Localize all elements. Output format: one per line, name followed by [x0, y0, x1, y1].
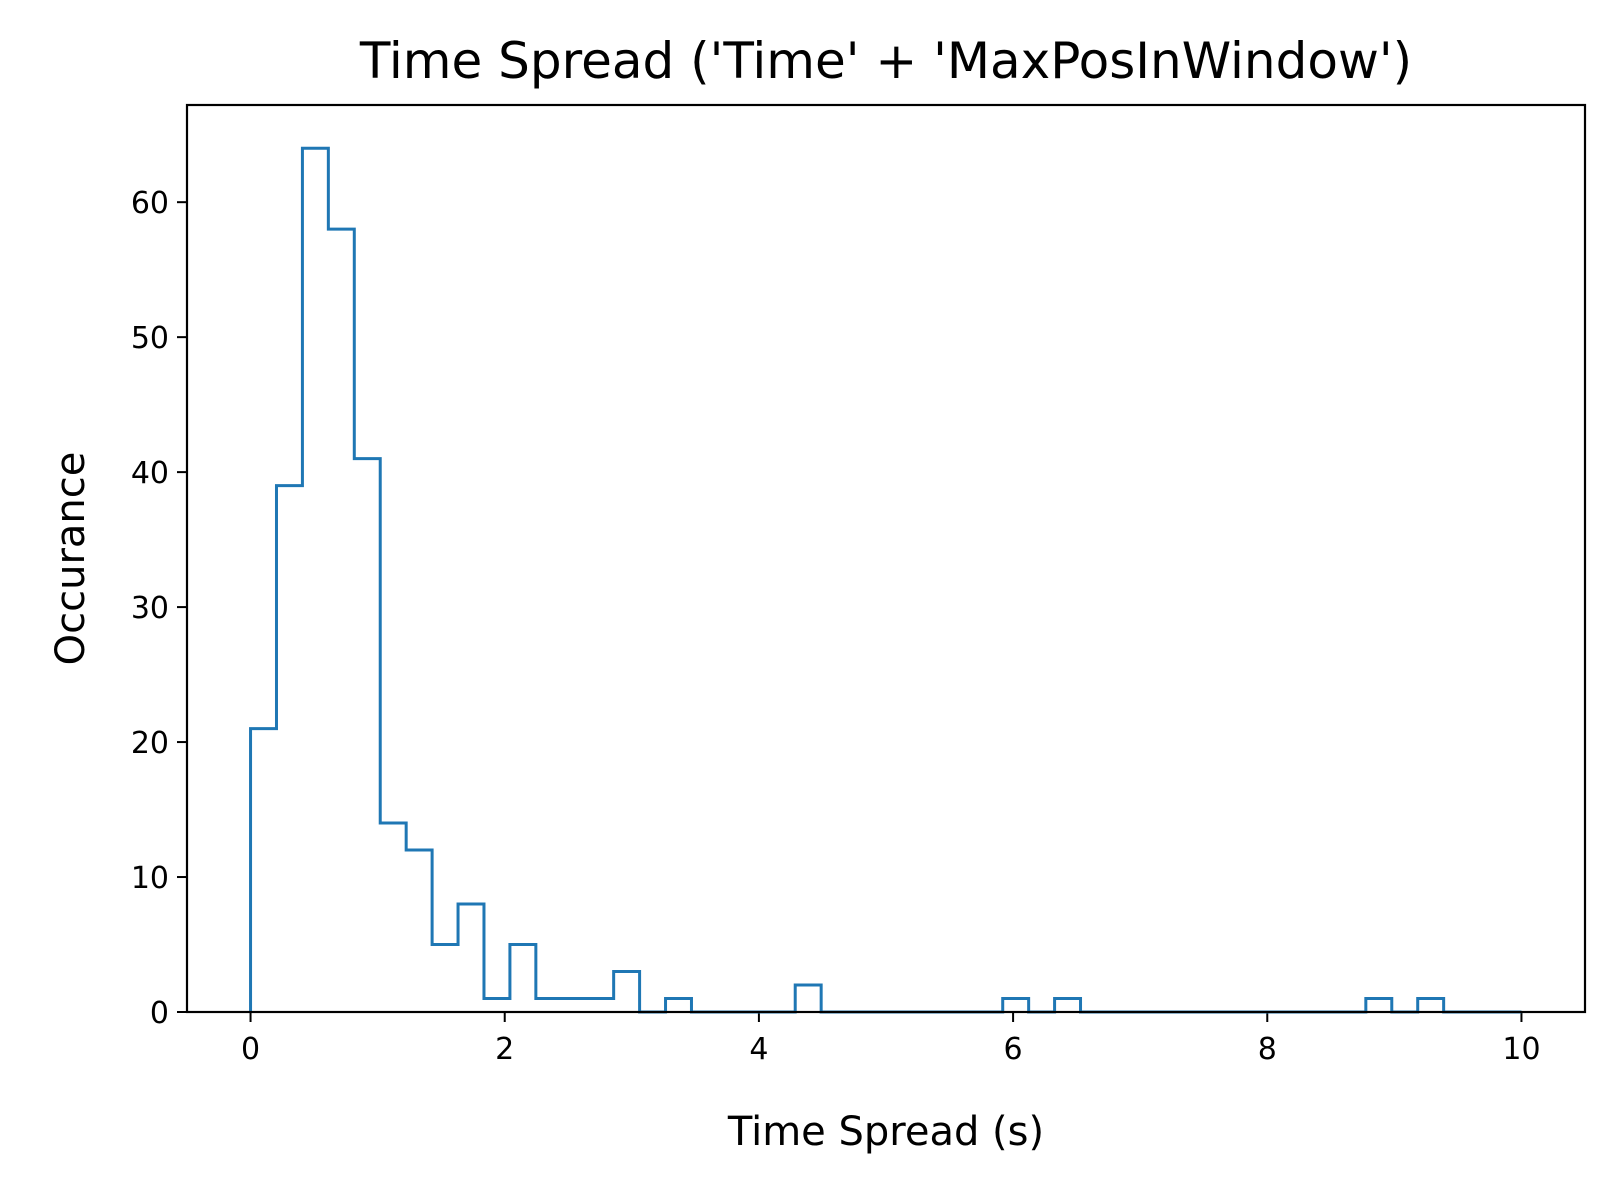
histogram-bin — [510, 945, 536, 1012]
y-tick-label: 0 — [150, 996, 169, 1031]
histogram-bin — [1418, 999, 1444, 1012]
x-axis-label: Time Spread (s) — [727, 1109, 1044, 1155]
histogram-bin — [432, 945, 458, 1012]
histogram-bin — [666, 999, 692, 1012]
x-tick-label: 8 — [1258, 1032, 1277, 1067]
chart-title: Time Spread ('Time' + 'MaxPosInWindow') — [359, 32, 1412, 90]
x-tick-label: 4 — [749, 1032, 768, 1067]
x-tick-label: 10 — [1502, 1032, 1540, 1067]
y-tick-label: 30 — [131, 591, 169, 626]
y-tick-label: 40 — [131, 456, 169, 491]
histogram-bin — [302, 148, 328, 1012]
histogram-bin — [795, 985, 821, 1012]
y-axis-label: Occurance — [48, 452, 94, 666]
histogram-bin — [458, 904, 484, 1012]
y-tick-label: 50 — [131, 321, 169, 356]
histogram-bin — [1055, 999, 1081, 1012]
plot-frame — [185, 103, 1587, 1014]
histogram-bin — [276, 486, 302, 1012]
y-tick-label: 10 — [131, 861, 169, 896]
histogram-bin — [562, 999, 588, 1012]
y-tick-label: 20 — [131, 726, 169, 761]
histogram-bin — [251, 729, 277, 1012]
y-ticks-layer: 0 10 20 30 40 50 60 — [131, 186, 187, 1031]
y-tick-label: 60 — [131, 186, 169, 221]
x-ticks-layer: 0 2 4 6 8 10 — [241, 1012, 1541, 1067]
x-tick-label: 6 — [1004, 1032, 1023, 1067]
bins-layer — [251, 148, 1444, 1012]
histogram-bin — [1366, 999, 1392, 1012]
histogram-bin — [380, 823, 406, 1012]
histogram-bin — [406, 850, 432, 1012]
histogram-step-line — [249, 146, 1522, 1014]
histogram-bin — [1003, 999, 1029, 1012]
histogram-bin — [328, 229, 354, 1012]
histogram-bin — [536, 999, 562, 1012]
x-tick-label: 0 — [241, 1032, 260, 1067]
histogram-bin — [614, 972, 640, 1012]
histogram-bin — [588, 999, 614, 1012]
histogram-bin — [354, 459, 380, 1012]
x-tick-label: 2 — [495, 1032, 514, 1067]
histogram-bin — [484, 999, 510, 1012]
